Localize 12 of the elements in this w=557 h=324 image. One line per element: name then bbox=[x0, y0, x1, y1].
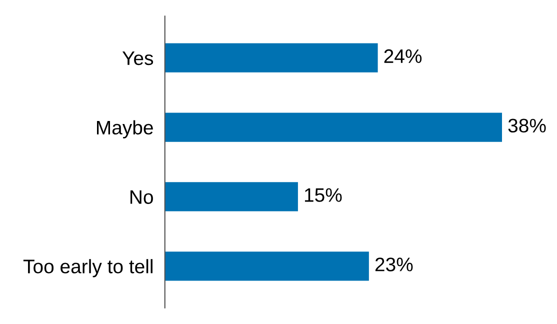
data-label: 15% bbox=[304, 188, 342, 202]
bar bbox=[164, 112, 502, 142]
bar bbox=[164, 182, 298, 212]
y-tick-label: No bbox=[130, 190, 153, 204]
data-label: 23% bbox=[375, 258, 413, 272]
y-tick-label: Too early to tell bbox=[23, 259, 152, 278]
bar bbox=[164, 43, 378, 72]
y-tick-label: Maybe bbox=[97, 120, 153, 138]
y-tick-label: Yes bbox=[122, 52, 154, 66]
data-label: 38% bbox=[508, 118, 546, 133]
bar bbox=[164, 252, 369, 281]
data-label: 24% bbox=[384, 49, 422, 63]
